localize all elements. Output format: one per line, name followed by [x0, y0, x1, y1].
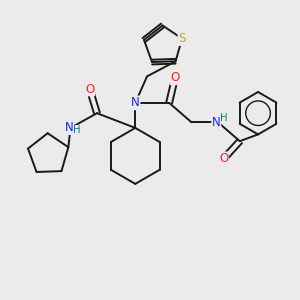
Text: O: O [219, 152, 228, 165]
Text: O: O [85, 82, 94, 95]
Text: N: N [212, 116, 220, 128]
Text: H: H [220, 112, 228, 123]
Text: N: N [65, 122, 74, 134]
Text: O: O [170, 71, 180, 84]
Text: S: S [178, 32, 186, 45]
Text: N: N [131, 96, 140, 110]
Text: H: H [73, 125, 81, 135]
